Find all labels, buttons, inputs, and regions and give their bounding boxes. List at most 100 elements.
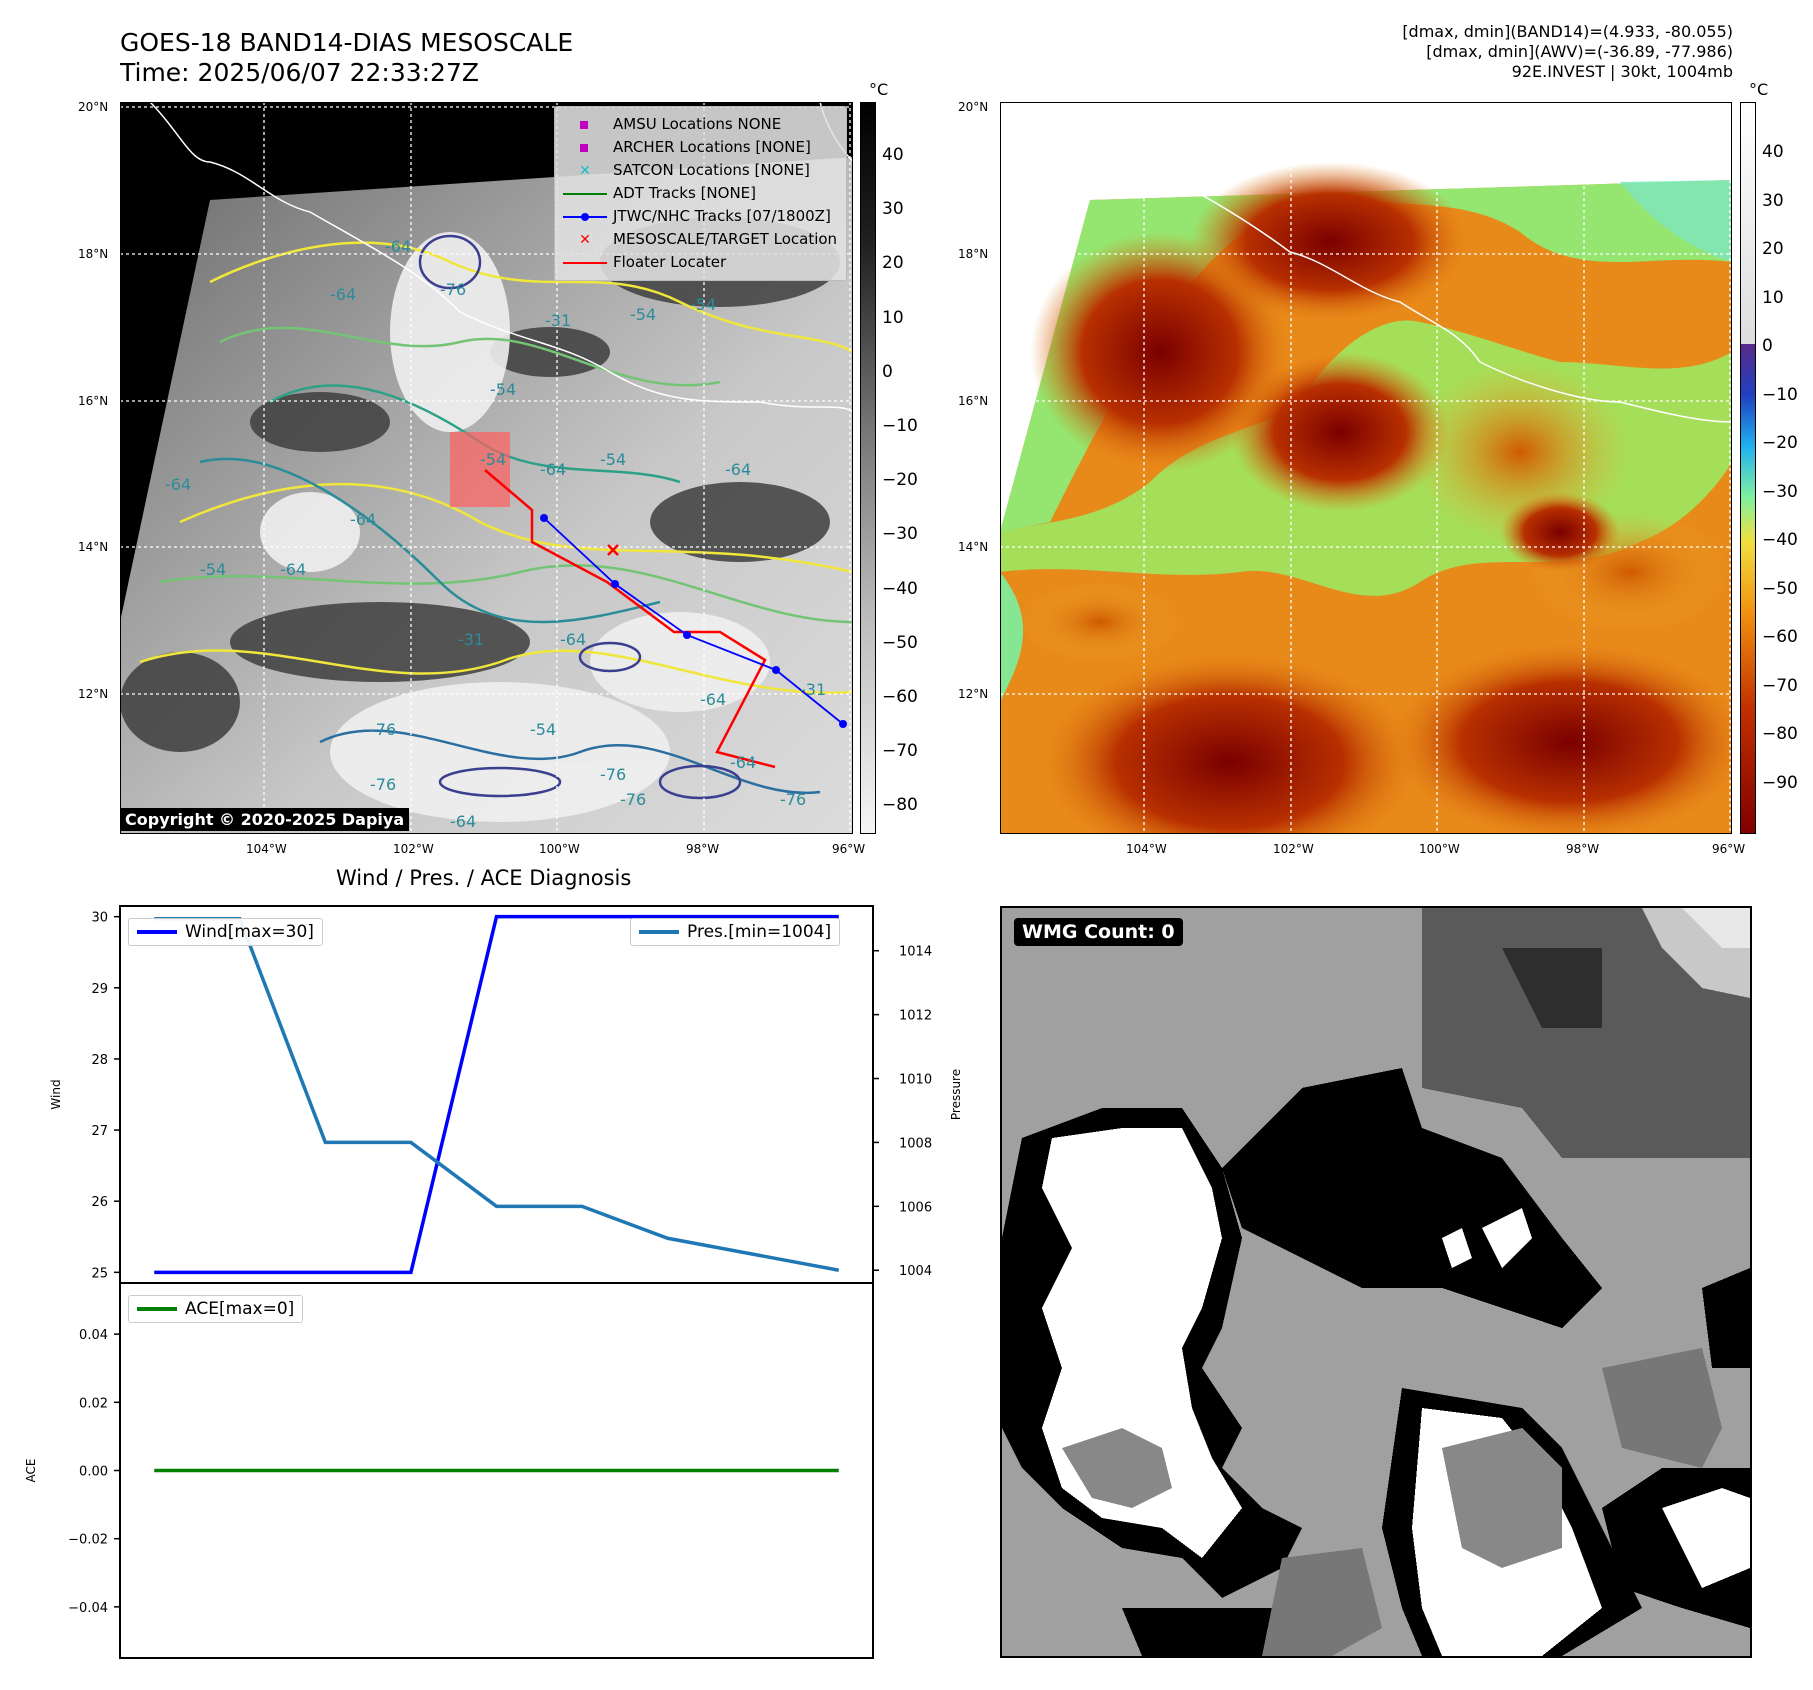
lat-label: 14°N: [78, 540, 109, 554]
legend-archer: ARCHER Locations [NONE]: [563, 136, 838, 159]
wind-ytick-label: 30: [91, 911, 108, 926]
contour-label: -64: [280, 560, 307, 579]
lon-label: 100°W: [539, 842, 580, 856]
bright-regions: [260, 232, 770, 822]
pressure-legend-label: Pres.[min=1004]: [687, 922, 832, 942]
colorbar-tick-label: −30: [1762, 481, 1798, 502]
colorbar-tick-label: 30: [1762, 190, 1784, 211]
colorbar-tick-label: −20: [882, 470, 918, 491]
wind-ytick-label: 28: [91, 1053, 108, 1068]
wind-legend: Wind[max=30]: [128, 918, 323, 946]
info-line-awv: [dmax, dmin](AWV)=(-36.89, -77.986): [1426, 42, 1733, 61]
wind-legend-label: Wind[max=30]: [185, 922, 314, 942]
wind-ytick-label: 25: [91, 1266, 108, 1281]
contour-label: -64: [540, 460, 567, 479]
ace-axis-label: ACE: [24, 1459, 38, 1483]
pressure-legend-swatch: [639, 930, 679, 934]
left-colorbar: [860, 102, 876, 834]
lon-label: 104°W: [246, 842, 287, 856]
right-map-panel: [1000, 102, 1732, 834]
lat-label: 12°N: [78, 687, 109, 701]
lat-label: 16°N: [958, 394, 989, 408]
ace-legend: ACE[max=0]: [128, 1295, 304, 1323]
contour-label: -64: [725, 460, 752, 479]
lon-label: 96°W: [1712, 842, 1746, 856]
wmg-blocks: [1002, 908, 1750, 1656]
pressure-ytick-label: 1012: [899, 1009, 932, 1024]
info-block: [dmax, dmin](BAND14)=(4.933, -80.055) [d…: [1402, 22, 1733, 82]
floater-region: [450, 432, 510, 507]
contour-label: -54: [480, 450, 507, 469]
contour-label: -64: [730, 753, 757, 772]
colorbar-tick-label: 20: [882, 253, 904, 274]
left-map-panel: -64 -76 -64 -54 -54 -31 -64 -54 -64 -64 -31 -64 -64 -…: [120, 102, 853, 834]
pressure-ytick-label: 1006: [899, 1200, 932, 1215]
lat-label: 12°N: [958, 687, 989, 701]
wind-ytick-label: 26: [91, 1195, 108, 1210]
colorbar-tick-label: 10: [882, 307, 904, 328]
lat-label: 16°N: [78, 394, 109, 408]
contour-label: -54: [200, 560, 227, 579]
colorbar-tick-label: −70: [1762, 675, 1798, 696]
lon-label: 102°W: [1273, 842, 1314, 856]
right-colorbar-unit: °C: [1749, 80, 1769, 99]
pressure-ytick-label: 1008: [899, 1136, 932, 1151]
ace-ytick-label: −0.02: [68, 1533, 108, 1548]
legend-mesoscale: ✕ MESOSCALE/TARGET Location: [579, 230, 838, 248]
contour-label: -76: [620, 790, 647, 809]
info-line-storm: 92E.INVEST | 30kt, 1004mb: [1511, 62, 1733, 81]
contour-label: -76: [600, 765, 627, 784]
ace-ytick-label: 0.02: [79, 1396, 108, 1411]
colorbar-tick-label: −80: [882, 795, 918, 816]
lat-label: 20°N: [78, 100, 109, 114]
mesoscale-target-marker: [607, 544, 619, 556]
pressure-legend: Pres.[min=1004]: [630, 918, 841, 946]
floater-locater-track: [484, 469, 776, 769]
pressure-ytick-label: 1004: [899, 1264, 932, 1279]
lat-label: 20°N: [958, 100, 989, 114]
colorbar-tick-label: 40: [882, 145, 904, 165]
contour-label: -76: [370, 775, 397, 794]
right-colorbar: [1740, 102, 1756, 834]
contour-label: -76: [440, 280, 467, 299]
contour-label: -64: [450, 812, 477, 831]
ace-ytick-label: 0.04: [79, 1328, 108, 1343]
legend-adt: ADT Tracks [NONE]: [563, 182, 838, 205]
gridlines: [1000, 102, 1732, 834]
contour-label: -54: [600, 450, 627, 469]
colorbar-tick-label: −10: [882, 416, 918, 436]
wind-pressure-axes-frame: [119, 905, 874, 1284]
pressure-axis-label: Pressure: [949, 1069, 963, 1120]
coastline: [149, 102, 853, 413]
contours: [139, 234, 853, 800]
colorbar-tick-label: −50: [1762, 578, 1798, 599]
wmg-panel: WMG Count: 0: [1000, 906, 1752, 1658]
contour-label: -31: [458, 630, 485, 649]
right-map-svg: [1000, 102, 1732, 834]
colorbar-tick-label: 0: [882, 361, 893, 382]
wind-ytick-label: 27: [91, 1124, 108, 1139]
colorbar-tick-label: −70: [882, 741, 918, 762]
contour-label: -31: [545, 311, 572, 330]
colorbar-tick-label: −50: [882, 632, 918, 653]
contour-label: -54: [490, 380, 517, 399]
pressure-ytick-label: 1014: [899, 945, 932, 960]
ace-ytick-label: −0.04: [68, 1601, 108, 1616]
colorbar-tick-label: −40: [882, 578, 918, 599]
colorbar-tick-label: −10: [1762, 384, 1798, 405]
contour-label: -76: [780, 790, 807, 809]
contour-label: -64: [330, 285, 357, 304]
figure-timestamp: Time: 2025/06/07 22:33:27Z: [120, 58, 479, 87]
figure-title: GOES-18 BAND14-DIAS MESOSCALE: [120, 28, 574, 57]
contour-label: -64: [700, 690, 727, 709]
lon-label: 102°W: [393, 842, 434, 856]
legend-floater: Floater Locater: [563, 251, 838, 274]
copyright-badge: Copyright © 2020-2025 Dapiya: [120, 808, 410, 831]
ace-legend-label: ACE[max=0]: [185, 1299, 295, 1319]
contour-label: -64: [350, 510, 377, 529]
legend-satcon: ✕ SATCON Locations [NONE]: [579, 161, 810, 179]
contour-label: -54: [630, 305, 657, 324]
lon-label: 104°W: [1126, 842, 1167, 856]
pressure-ytick-label: 1010: [899, 1073, 932, 1088]
pressure-series-line: [154, 917, 840, 1272]
